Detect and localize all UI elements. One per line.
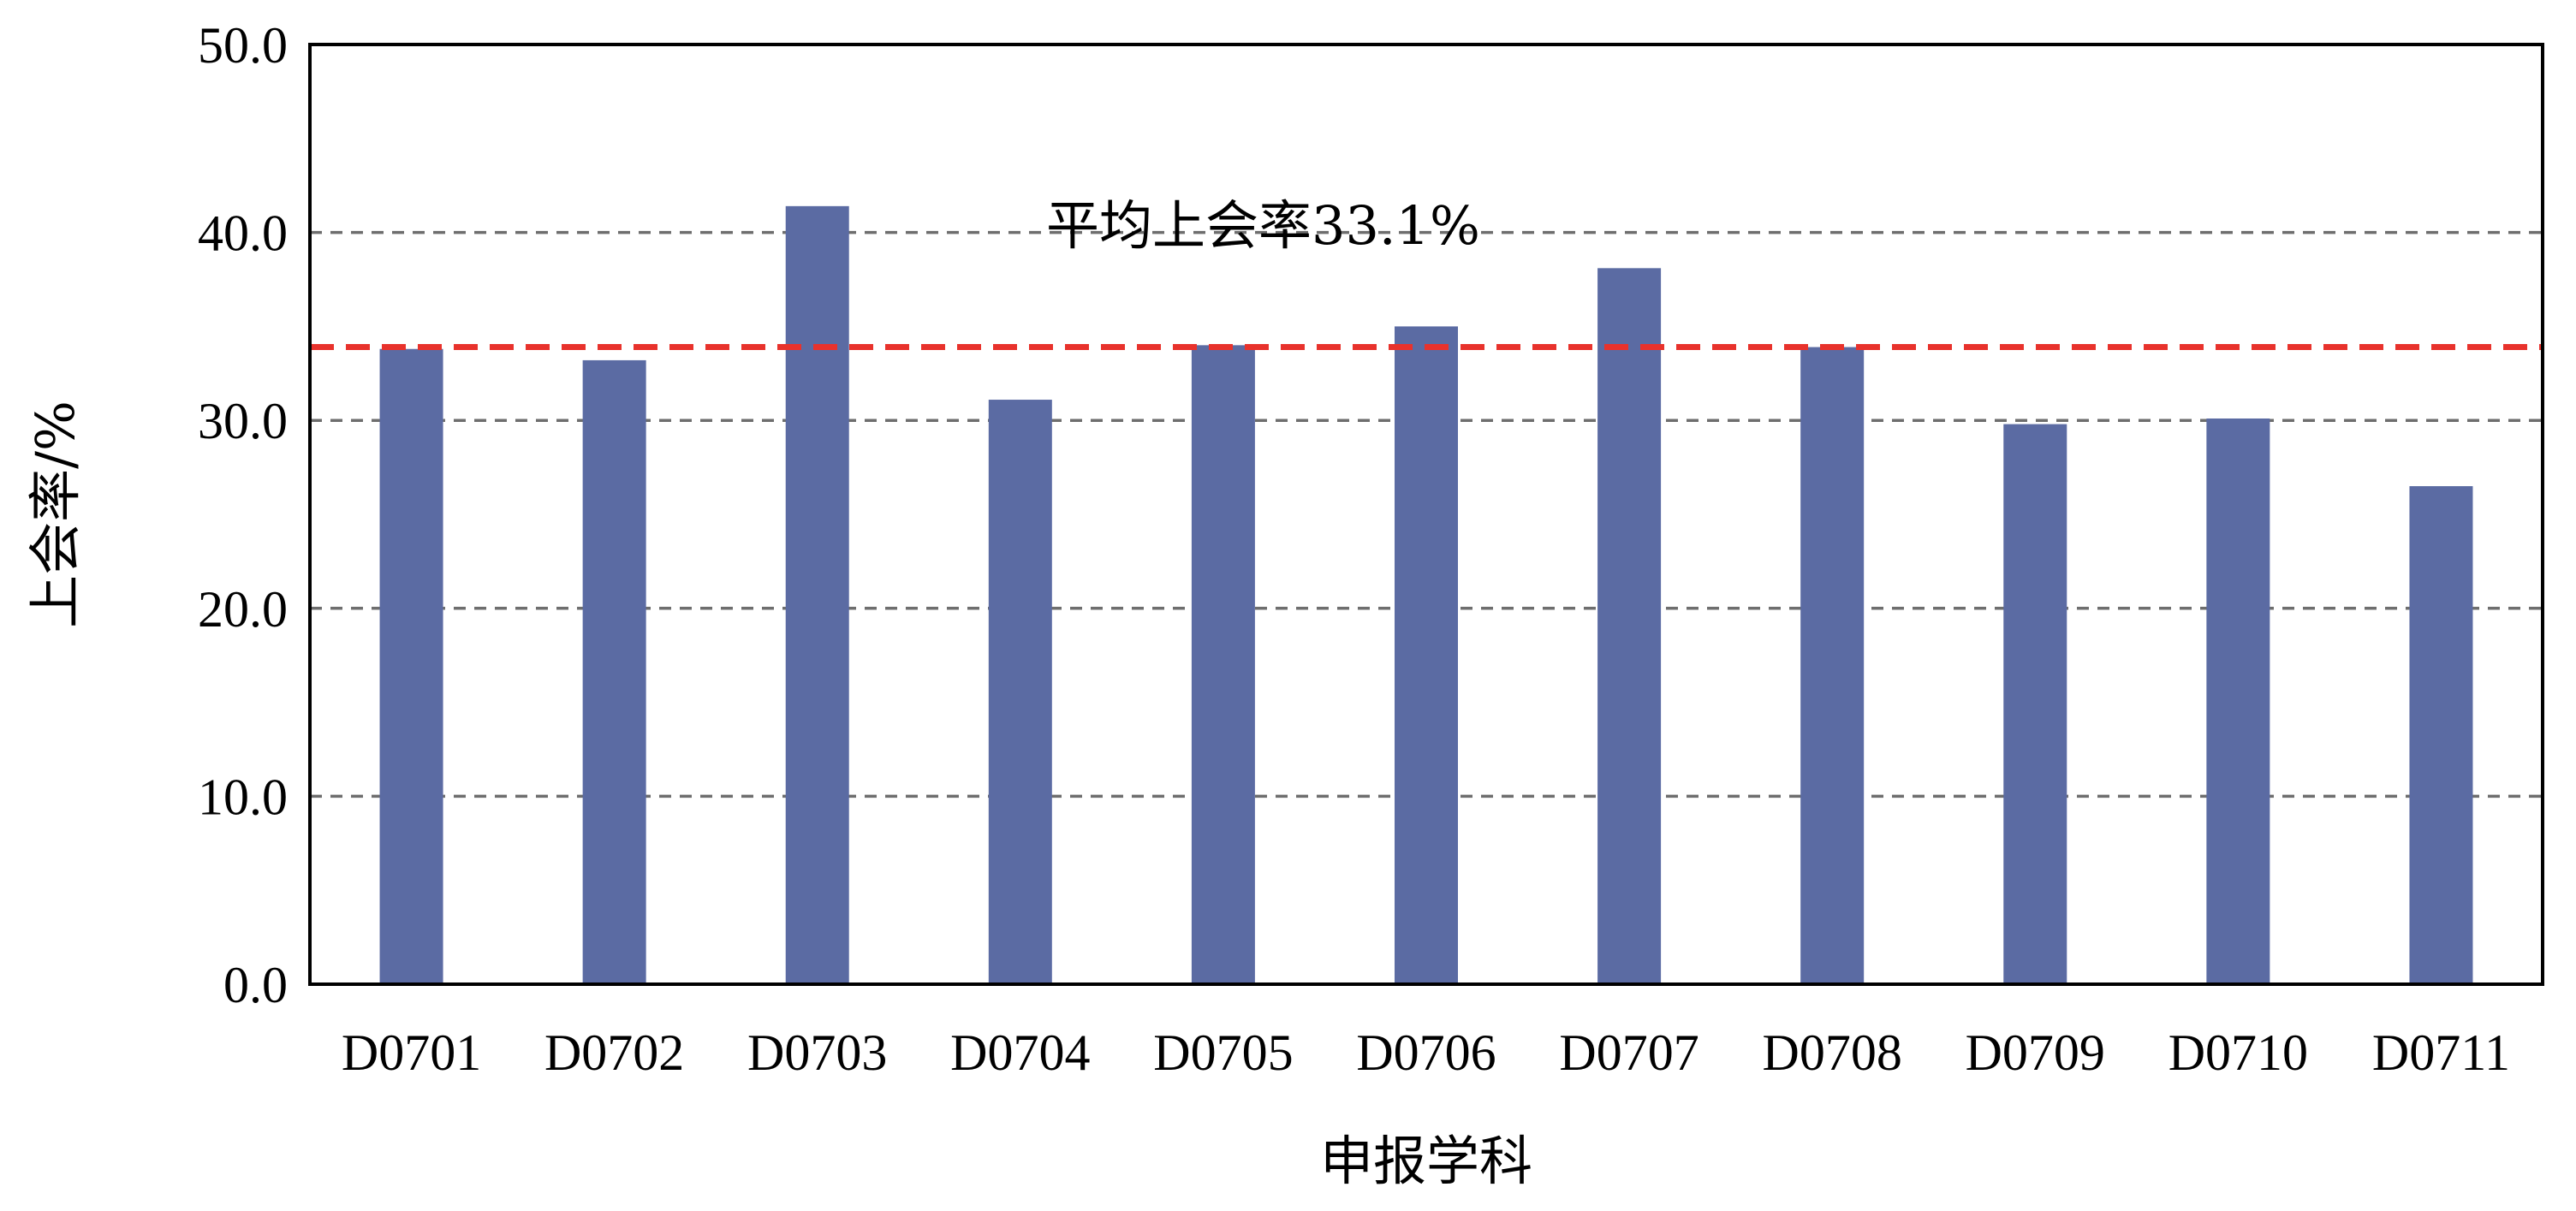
bar-d0711 [2409,486,2473,984]
x-tick-label: D0706 [1356,1024,1496,1081]
bar-d0704 [988,400,1052,984]
average-rate-annotation: 平均上会率33.1% [1046,194,1480,257]
plot-frame [308,43,2544,986]
x-tick-label: D0703 [747,1024,887,1081]
x-tick-label: D0702 [544,1024,684,1081]
y-tick-label: 20.0 [198,581,288,638]
x-tick-label: D0711 [2372,1024,2510,1081]
x-tick-label: D0704 [950,1024,1090,1081]
y-tick-label: 30.0 [198,393,288,449]
bar-d0701 [379,348,443,984]
x-tick-label: D0708 [1763,1024,1902,1081]
x-tick-label: D0707 [1559,1024,1698,1081]
bar-d0705 [1191,345,1255,984]
x-tick-labels: D0701 D0702 D0703 D0704 D0705 D0706 D0707 D0708… [342,1024,2510,1081]
y-tick-label: 10.0 [198,769,288,825]
x-tick-label: D0709 [1966,1024,2105,1081]
y-tick-labels: 0.0 10.0 20.0 30.0 40.0 50.0 [198,17,288,1013]
bar-d0710 [2206,419,2270,984]
y-tick-label: 50.0 [198,17,288,74]
bars-layer [379,205,2473,985]
y-axis-title: 上会率/% [24,401,86,628]
bar-d0708 [1800,347,1865,984]
bar-d0707 [1597,268,1662,985]
bar-d0706 [1395,326,1458,984]
bar-d0702 [582,359,646,985]
y-tick-label: 40.0 [198,205,288,262]
bar-d0703 [785,205,849,984]
bar-d0709 [2003,424,2067,984]
y-tick-label: 0.0 [223,957,288,1013]
x-tick-label: D0710 [2168,1024,2308,1081]
x-tick-label: D0701 [342,1024,481,1081]
x-tick-label: D0705 [1153,1024,1293,1081]
x-axis-title: 申报学科 [1320,1130,1532,1192]
